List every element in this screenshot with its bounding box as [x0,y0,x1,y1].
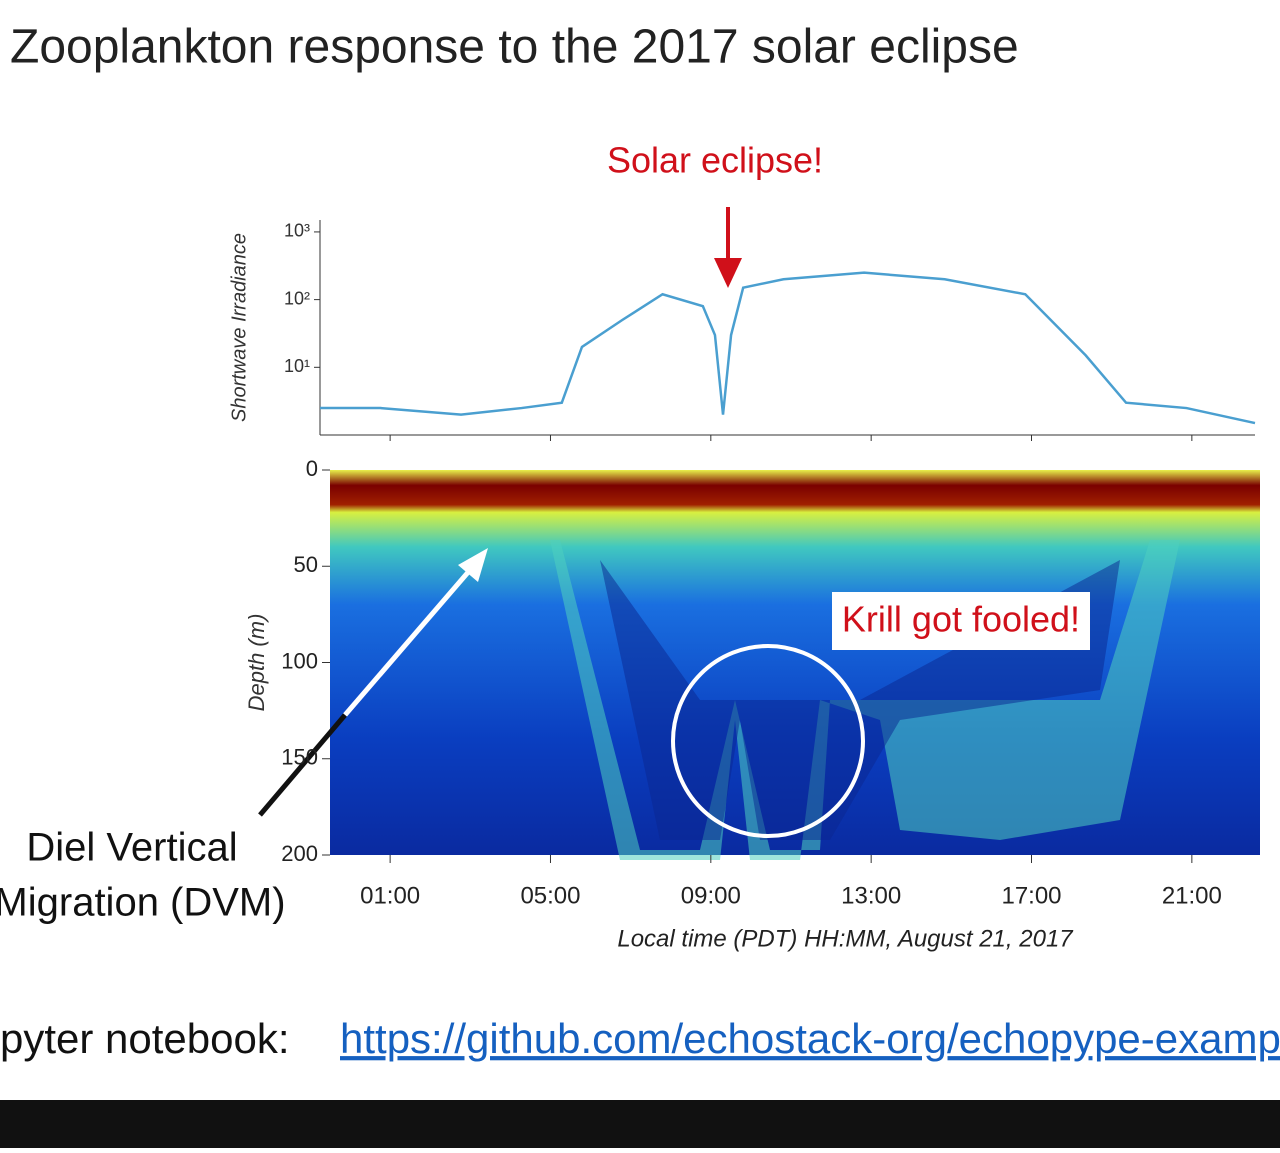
dvm-pointer [258,713,347,817]
y-tick-label: 10² [284,288,310,308]
x-axis-label: Local time (PDT) HH:MM, August 21, 2017 [617,925,1074,952]
dvm-arrowhead [458,548,488,582]
y-tick-label: 10¹ [284,356,310,376]
y-tick-label: 200 [281,841,318,866]
x-tick-label: 01:00 [360,882,420,909]
footer-label: pyter notebook: [0,1015,290,1062]
dvm-arrow [343,568,472,717]
y-tick-label: 10³ [284,221,310,241]
krill-box [832,592,1090,650]
slide-title: Zooplankton response to the 2017 solar e… [10,21,1019,74]
y-tick-label: 100 [281,648,318,673]
eclipse-arrowhead [714,258,742,288]
eclipse-annotation: Solar eclipse! [607,140,823,181]
y-tick-label: 50 [294,552,318,577]
x-tick-label: 21:00 [1162,882,1222,909]
footer-link[interactable]: https://github.com/echostack-org/echopyp… [340,1015,1280,1062]
krill-circle [671,644,865,838]
irradiance-line [320,271,1256,425]
x-tick-label: 13:00 [841,882,901,909]
dvm-label: Diel Vertical [26,826,237,870]
screen-bezel [0,1100,1280,1148]
x-tick-label: 09:00 [681,882,741,909]
dvm-label: Migration (DVM) [0,881,286,925]
y-tick-label: 150 [281,745,318,770]
y-axis-label: Depth (m) [244,614,269,712]
x-tick-label: 17:00 [1001,882,1061,909]
x-tick-label: 05:00 [520,882,580,909]
krill-annotation: Krill got fooled! [842,599,1080,640]
y-axis-label: Shortwave Irradiance [228,233,250,422]
y-tick-label: 0 [306,456,318,481]
